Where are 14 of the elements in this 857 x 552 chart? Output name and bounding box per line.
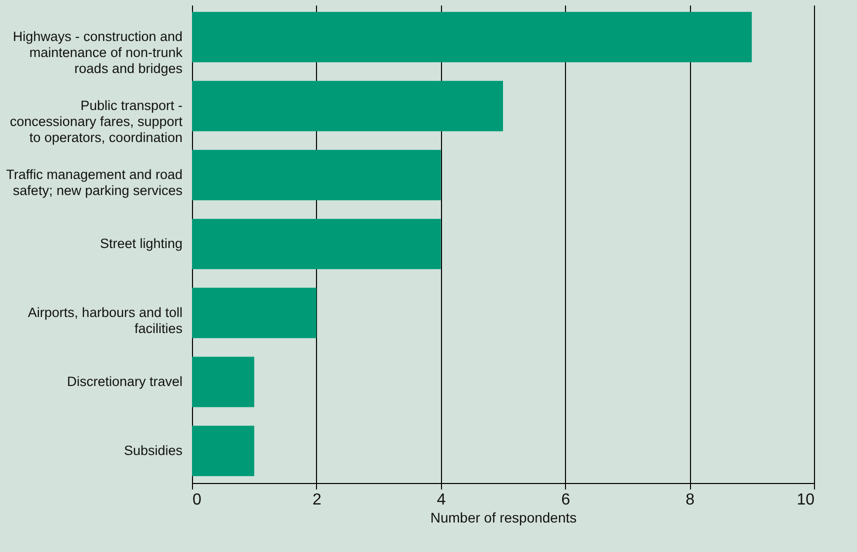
x-tick-label: 4	[436, 492, 446, 508]
y-tick-label: Traffic management and road safety; new parking services	[6, 167, 183, 198]
x-axis-title: Number of respondents	[430, 510, 577, 526]
y-tick-label: Airports, harbours and toll facilities	[28, 304, 183, 336]
y-tick-label: Subsidies	[124, 442, 183, 458]
y-tick-label: Public transport - concessionary fares, support to operators, coordination	[10, 98, 183, 146]
x-tick-label: 0	[192, 492, 202, 508]
y-tick-label: Highways - construction and maintenance of non-trunk roads and bridges	[12, 29, 183, 76]
y-tick-label: Street lighting	[100, 236, 182, 251]
x-tick-label: 2	[312, 492, 322, 508]
y-tick-label: Discretionary travel	[66, 374, 182, 389]
x-tick-label: 6	[561, 492, 570, 508]
x-tick-label: 8	[686, 492, 695, 508]
x-tick-label: 10	[796, 492, 815, 508]
